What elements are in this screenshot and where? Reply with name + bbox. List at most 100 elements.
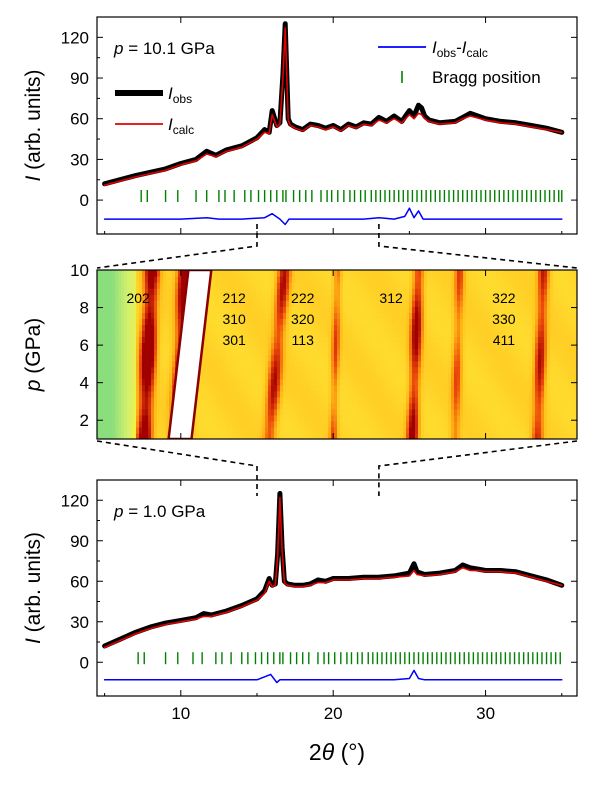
- heatmap-cell: [262, 372, 266, 380]
- heatmap-cell: [127, 390, 131, 398]
- heatmap-cell: [361, 330, 365, 337]
- heatmap-cell: [439, 354, 443, 362]
- heatmap-cell: [496, 336, 500, 344]
- heatmap-cell: [379, 270, 383, 277]
- heatmap-cell: [511, 276, 515, 283]
- heatmap-cell: [475, 276, 479, 283]
- heatmap-cell: [316, 420, 320, 428]
- heatmap-cell: [175, 330, 179, 337]
- heatmap-cell: [103, 342, 107, 350]
- heatmap-cell: [139, 288, 143, 295]
- heatmap-cell: [475, 270, 479, 277]
- heatmap-cell: [424, 330, 428, 337]
- heatmap-cell: [418, 396, 422, 404]
- heatmap-cell: [559, 342, 563, 350]
- heatmap-cell: [262, 300, 266, 307]
- heatmap-cell: [298, 360, 302, 368]
- heatmap-cell: [514, 282, 518, 289]
- heatmap-cell: [298, 354, 302, 362]
- heatmap-cell: [511, 288, 515, 295]
- heatmap-cell: [268, 312, 272, 319]
- heatmap-cell: [469, 342, 473, 350]
- heatmap-cell: [538, 270, 542, 277]
- heatmap-cell: [325, 294, 329, 301]
- heatmap-cell: [388, 414, 392, 422]
- heatmap-cell: [217, 390, 221, 398]
- heatmap-cell: [505, 354, 509, 362]
- heatmap-cell: [496, 396, 500, 404]
- heatmap-cell: [379, 420, 383, 428]
- heatmap-cell: [352, 372, 356, 380]
- heatmap-cell: [484, 366, 488, 374]
- heatmap-cell: [463, 372, 467, 380]
- heatmap-cell: [238, 420, 242, 428]
- heatmap-cell: [523, 414, 527, 422]
- heatmap-cell: [445, 414, 449, 422]
- heatmap-cell: [511, 336, 515, 344]
- heatmap-cell: [499, 408, 503, 416]
- heatmap-cell: [334, 318, 338, 325]
- heatmap-cell: [349, 354, 353, 362]
- heatmap-cell: [415, 378, 419, 386]
- heatmap-cell: [256, 318, 260, 325]
- heatmap-cell: [403, 312, 407, 319]
- heatmap-cell: [508, 330, 512, 337]
- heatmap-cell: [220, 270, 224, 277]
- heatmap-cell: [238, 312, 242, 319]
- heatmap-cell: [445, 426, 449, 434]
- heatmap-cell: [268, 432, 272, 439]
- heatmap-cell: [487, 402, 491, 410]
- heatmap-cell: [136, 288, 140, 295]
- heatmap-cell: [154, 414, 158, 422]
- heatmap-cell: [220, 390, 224, 398]
- heatmap-cell: [316, 348, 320, 356]
- heatmap-cell: [493, 366, 497, 374]
- heatmap-cell: [475, 288, 479, 295]
- heatmap-cell: [511, 396, 515, 404]
- series-diff-line: [103, 669, 563, 684]
- heatmap-cell: [544, 294, 548, 301]
- heatmap-cell: [541, 408, 545, 416]
- heatmap-cell: [289, 348, 293, 356]
- peak-index-label: 330: [492, 311, 516, 327]
- heatmap-cell: [160, 348, 164, 356]
- heatmap-cell: [457, 270, 461, 277]
- heatmap-cell: [286, 408, 290, 416]
- heatmap-cell: [388, 282, 392, 289]
- heatmap-cell: [424, 402, 428, 410]
- heatmap-cell: [259, 330, 263, 337]
- heatmap-cell: [508, 270, 512, 277]
- heatmap-cell: [442, 330, 446, 337]
- heatmap-cell: [562, 408, 566, 416]
- heatmap-cell: [397, 348, 401, 356]
- heatmap-cell: [220, 402, 224, 410]
- heatmap-cell: [139, 330, 143, 337]
- heatmap-cell: [415, 372, 419, 380]
- heatmap-cell: [121, 414, 125, 422]
- heatmap-cell: [163, 318, 167, 325]
- heatmap-cell: [244, 402, 248, 410]
- heatmap-cell: [160, 414, 164, 422]
- heatmap-cell: [427, 336, 431, 344]
- heatmap-cell: [139, 294, 143, 301]
- heatmap-cell: [328, 402, 332, 410]
- heatmap-cell: [346, 342, 350, 350]
- heatmap-cell: [232, 294, 236, 301]
- heatmap-cell: [388, 396, 392, 404]
- heatmap-cell: [268, 348, 272, 356]
- heatmap-cell: [169, 354, 173, 362]
- heatmap-cell: [118, 432, 122, 439]
- heatmap-cell: [235, 366, 239, 374]
- heatmap-cell: [391, 402, 395, 410]
- heatmap-cell: [442, 312, 446, 319]
- heatmap-cell: [361, 360, 365, 368]
- heatmap-cell: [568, 318, 572, 325]
- heatmap-cell: [571, 420, 575, 428]
- heatmap-cell: [229, 312, 233, 319]
- heatmap-cell: [541, 414, 545, 422]
- heatmap-cell: [367, 348, 371, 356]
- heatmap-cell: [334, 354, 338, 362]
- heatmap-cell: [226, 306, 230, 313]
- heatmap-cell: [286, 402, 290, 410]
- heatmap-cell: [505, 336, 509, 344]
